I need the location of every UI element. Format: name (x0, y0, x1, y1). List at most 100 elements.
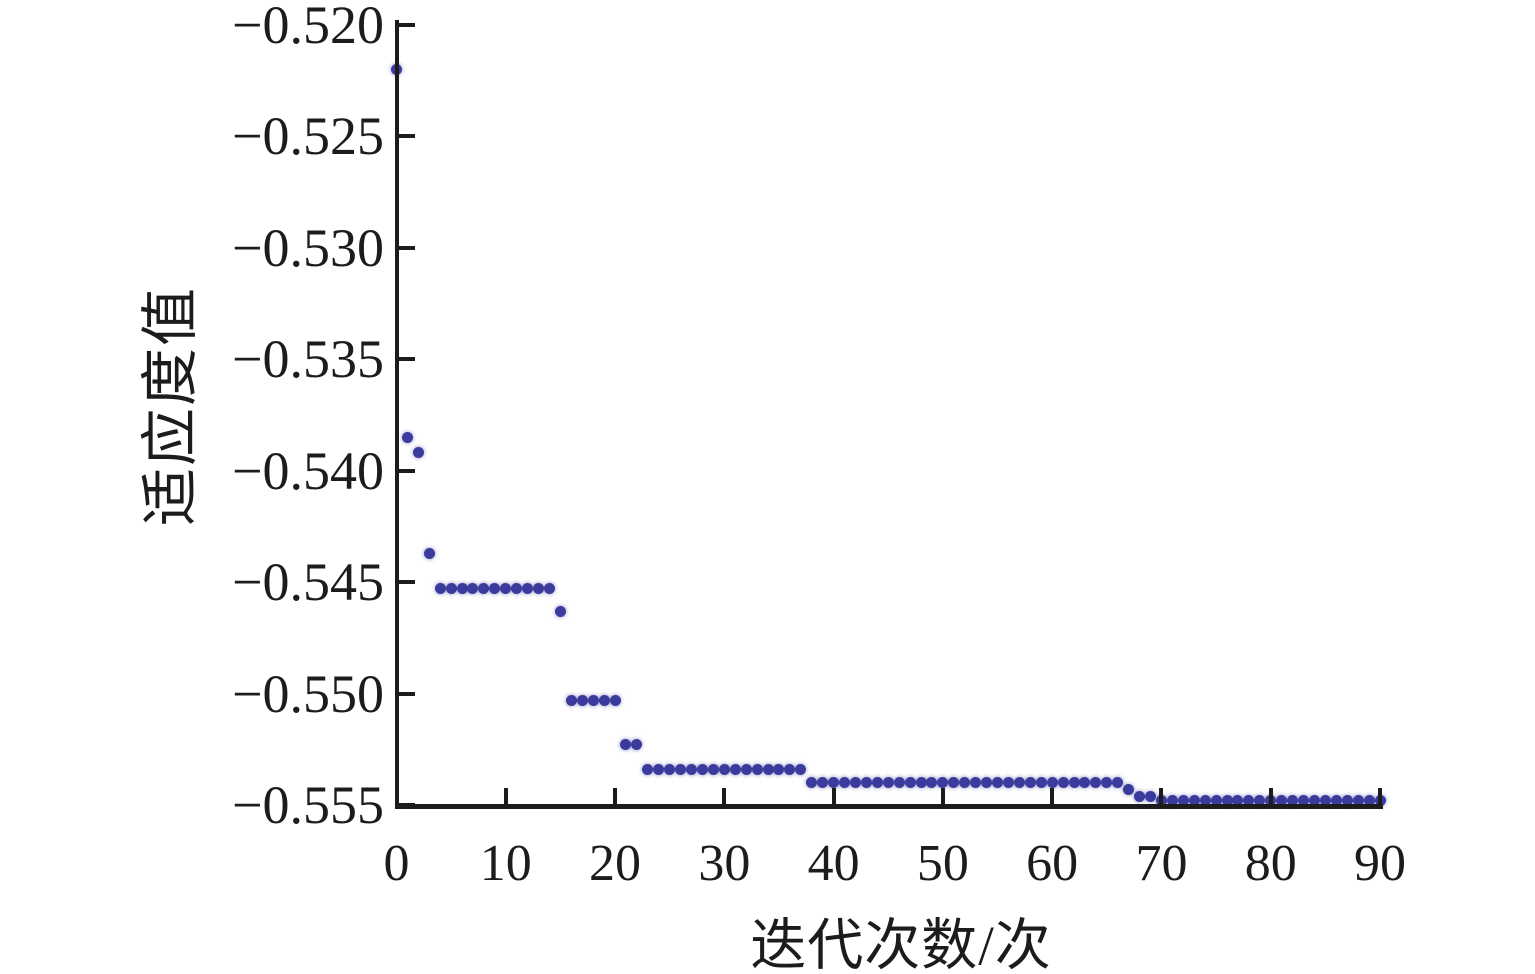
data-point (1079, 777, 1091, 789)
x-axis-tick (940, 788, 945, 804)
data-point (817, 777, 829, 789)
y-axis-line (394, 20, 399, 808)
data-point (1068, 777, 1080, 789)
data-point (1276, 795, 1288, 807)
data-point (1046, 777, 1058, 789)
x-axis-title: 迭代次数/次 (750, 915, 1052, 974)
data-point (970, 777, 982, 789)
data-point (445, 583, 457, 595)
data-point (1013, 777, 1025, 789)
x-axis-tick (613, 788, 618, 804)
x-axis-tick (394, 788, 399, 804)
x-axis-tick (831, 788, 836, 804)
data-point (1221, 795, 1233, 807)
data-point (1188, 795, 1200, 807)
data-point (664, 763, 676, 775)
x-axis-tick-label: 90 (1354, 835, 1406, 892)
data-point (1145, 790, 1157, 802)
data-point (904, 777, 916, 789)
data-point (806, 777, 818, 789)
data-point (423, 547, 435, 559)
x-axis-tick (1378, 788, 1382, 804)
data-point (1166, 795, 1178, 807)
y-axis-title: 适应度值 (138, 285, 203, 527)
x-axis-tick-label: 20 (589, 835, 642, 892)
data-point (1243, 795, 1255, 807)
y-axis-tick (399, 357, 415, 362)
data-point (1035, 777, 1047, 789)
data-point (707, 763, 719, 775)
data-point (565, 694, 577, 706)
data-point (675, 763, 687, 775)
data-point (784, 763, 796, 775)
y-axis-tick-label: −0.545 (232, 552, 384, 613)
y-axis-tick-label: −0.535 (232, 329, 384, 390)
x-axis-tick (722, 788, 727, 804)
x-axis-tick-label: 30 (698, 835, 751, 892)
data-point (1090, 777, 1102, 789)
data-point (1101, 777, 1113, 789)
data-point (653, 763, 665, 775)
data-point (926, 777, 938, 789)
data-point (1210, 795, 1222, 807)
y-axis-tick (399, 245, 415, 250)
data-point (740, 763, 752, 775)
data-point (762, 763, 774, 775)
x-axis-tick-label: 50 (916, 835, 969, 892)
data-point (686, 763, 698, 775)
data-point (871, 777, 883, 789)
x-axis-tick-label: 80 (1244, 835, 1297, 892)
data-point (718, 763, 730, 775)
y-axis-tick-label: −0.530 (232, 217, 384, 278)
data-point (948, 777, 960, 789)
x-axis-line (394, 804, 1383, 809)
data-point (981, 777, 993, 789)
data-point (1002, 777, 1014, 789)
data-point (609, 694, 621, 706)
y-axis-tick (399, 468, 415, 473)
data-point (751, 763, 763, 775)
x-axis-tick (503, 788, 508, 804)
data-point (587, 694, 599, 706)
data-point (478, 583, 490, 595)
data-point (401, 431, 413, 443)
data-point (631, 739, 643, 751)
data-point (882, 777, 894, 789)
data-point (1177, 795, 1189, 807)
data-point (729, 763, 741, 775)
data-point (1123, 783, 1135, 795)
data-point (598, 694, 610, 706)
data-point (1330, 795, 1342, 807)
data-point (696, 763, 708, 775)
data-point (1199, 795, 1211, 807)
data-point (543, 583, 555, 595)
x-axis-tick-label: 10 (479, 835, 532, 892)
data-point (576, 694, 588, 706)
data-point (434, 583, 446, 595)
y-axis-tick-label: −0.520 (232, 0, 384, 55)
y-axis-tick (399, 134, 415, 139)
data-point (860, 777, 872, 789)
y-axis-tick (399, 23, 415, 27)
data-point (1298, 795, 1309, 807)
data-point (1232, 795, 1244, 807)
y-axis-tick (399, 580, 415, 585)
x-axis-tick (1050, 788, 1055, 804)
data-point (937, 777, 949, 789)
data-point (511, 583, 523, 595)
data-point (849, 777, 861, 789)
x-axis-tick-label: 60 (1026, 835, 1079, 892)
y-axis-tick-label: −0.525 (232, 106, 384, 167)
data-point (533, 583, 545, 595)
y-axis-tick-label: −0.550 (232, 663, 384, 724)
data-point (1352, 795, 1364, 807)
data-point (522, 583, 534, 595)
data-point (456, 583, 468, 595)
data-point (412, 447, 424, 459)
data-point (795, 763, 807, 775)
x-axis-tick-label: 40 (807, 835, 860, 892)
data-point (1254, 795, 1266, 807)
data-point (992, 777, 1004, 789)
y-axis-tick (399, 803, 415, 807)
data-point (1341, 795, 1353, 807)
